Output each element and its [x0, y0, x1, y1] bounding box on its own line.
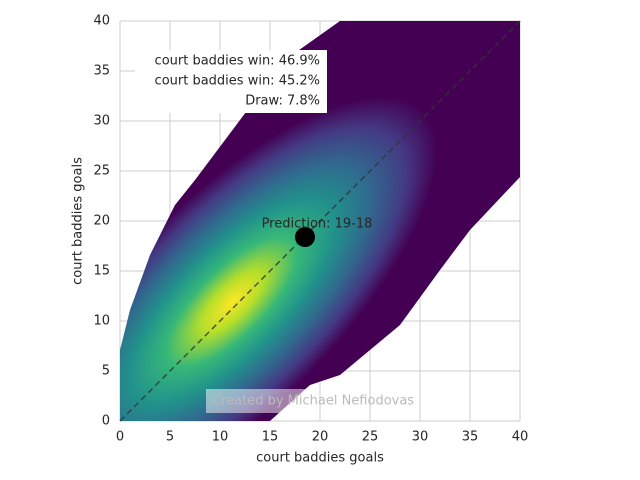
- watermark-box: [206, 389, 306, 413]
- point-label: Prediction: 19-18: [262, 217, 373, 232]
- x-tick-label: 20: [312, 430, 329, 445]
- x-tick-label: 25: [362, 430, 379, 445]
- diagonal-line: [119, 20, 521, 422]
- x-tick-label: 30: [412, 430, 429, 445]
- x-tick-label: 35: [462, 430, 479, 445]
- x-tick-label: 40: [512, 430, 529, 445]
- x-tick-label: 0: [116, 430, 124, 445]
- y-tick-label: 30: [93, 114, 110, 129]
- y-tick-label: 35: [93, 64, 110, 79]
- x-tick-label: 10: [212, 430, 229, 445]
- watermark: Created by Michael Nefiodovas: [212, 394, 414, 409]
- y-tick-label: 5: [102, 364, 110, 379]
- x-axis-label: court baddies goals: [256, 451, 384, 466]
- y-tick-label: 0: [102, 414, 110, 429]
- y-tick-label: 15: [93, 264, 110, 279]
- x-tick-label: 15: [262, 430, 279, 445]
- y-tick-label: 10: [93, 314, 110, 329]
- marks: [119, 20, 521, 422]
- point: [295, 227, 315, 247]
- annotation-box: [135, 50, 327, 113]
- annotation: court baddies win: 46.9%: [155, 54, 320, 69]
- y-tick-label: 20: [93, 214, 110, 229]
- y-axis-label: court baddies goals: [71, 157, 86, 285]
- x-tick-label: 5: [166, 430, 174, 445]
- y-tick-label: 40: [93, 14, 110, 29]
- annotation: court baddies win: 45.2%: [155, 74, 320, 89]
- y-tick-label: 25: [93, 164, 110, 179]
- annotation: Draw: 7.8%: [245, 94, 320, 109]
